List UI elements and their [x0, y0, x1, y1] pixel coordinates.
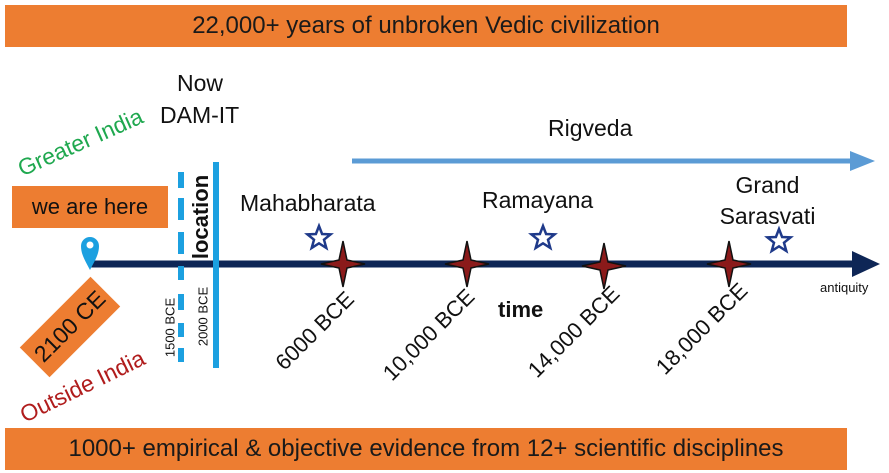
- timeline-arrowhead: [852, 251, 880, 277]
- bottom-banner-text: 1000+ empirical & objective evidence fro…: [68, 435, 784, 462]
- we-are-here-label: we are here: [31, 194, 149, 219]
- antiquity-label: antiquity: [820, 280, 869, 295]
- location-bar-dashed: [178, 172, 184, 362]
- bottom-banner: 1000+ empirical & objective evidence fro…: [5, 428, 847, 470]
- event-label-sarasvati: Grand Sarasvati: [719, 172, 816, 229]
- rigveda-arrowhead: [850, 151, 875, 171]
- time-label: time: [498, 297, 544, 322]
- cross-star-icon-14000: [581, 242, 627, 290]
- location-bar-solid: [213, 162, 219, 368]
- dam-it-label: DAM-IT: [160, 102, 240, 128]
- date-label-1500: 1500 BCE: [162, 297, 178, 358]
- now-label: Now: [177, 70, 224, 96]
- cross-star-icon-18000: [706, 240, 752, 288]
- top-banner-text: 22,000+ years of unbroken Vedic civiliza…: [192, 12, 660, 39]
- star-icon-ramayana: [528, 222, 558, 251]
- star-icon-sarasvati: [764, 225, 794, 254]
- cross-star-icon-6000: [320, 240, 366, 288]
- rigveda-label: Rigveda: [548, 115, 633, 141]
- top-banner: 22,000+ years of unbroken Vedic civiliza…: [5, 5, 847, 47]
- location-pin-icon: [81, 237, 99, 270]
- we-are-here-box: [12, 186, 168, 228]
- cross-star-icon-10000: [444, 240, 490, 288]
- location-label: location: [188, 174, 213, 260]
- event-label-ramayana: Ramayana: [482, 187, 594, 213]
- star-icon-mahabharata: [304, 222, 334, 251]
- date-label-2000: 2000 BCE: [195, 286, 211, 347]
- current-year-box: [19, 276, 121, 378]
- event-label-mahabharata: Mahabharata: [240, 190, 376, 216]
